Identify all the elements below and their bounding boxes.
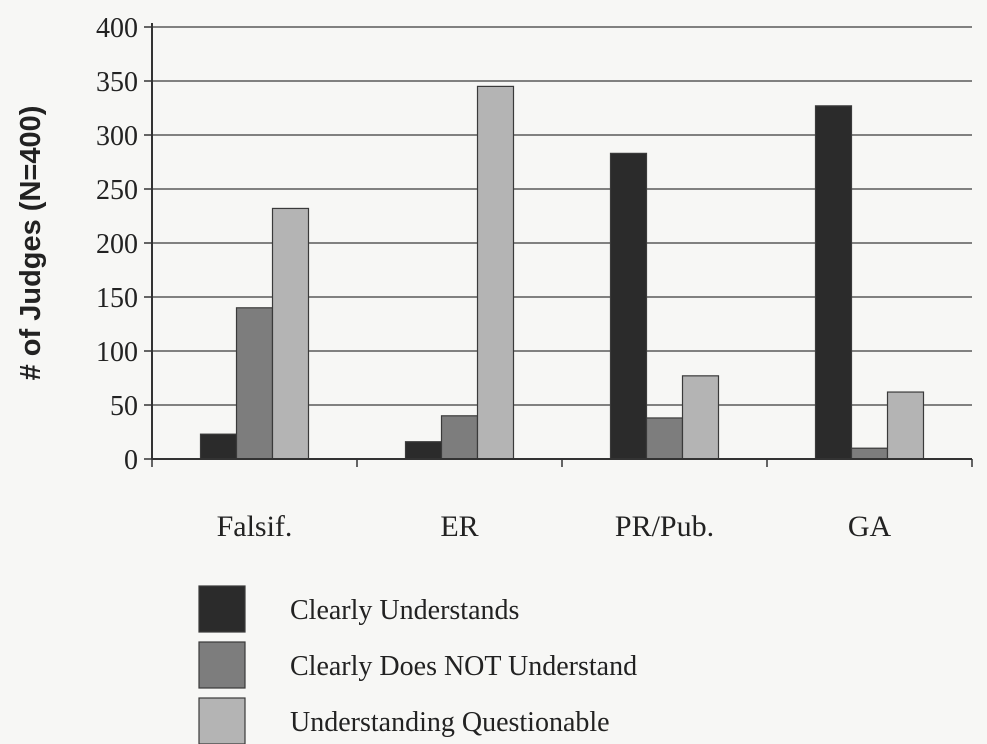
legend-label: Clearly Understands [290,595,519,626]
bars [199,85,925,460]
bar [886,391,925,460]
bar [850,447,889,460]
x-category-label: ER [440,510,478,543]
y-tick-label: 100 [96,337,138,368]
legend-label: Clearly Does NOT Understand [290,651,637,682]
y-axis-label: # of Judges (N=400) [15,106,47,381]
category-labels: Falsif. ER PR/Pub. GA [217,510,892,543]
bar [440,415,479,460]
y-tick-label: 0 [124,445,138,476]
y-tick-label: 50 [110,391,138,422]
bar [814,105,853,460]
legend-swatch [198,697,246,744]
y-tick-label: 250 [96,175,138,206]
bar [645,417,684,460]
legend-label: Understanding Questionable [290,707,610,738]
y-tick-label: 350 [96,67,138,98]
legend-swatch [198,585,246,633]
x-category-label: PR/Pub. [615,510,714,543]
axes [151,23,973,467]
bar [609,152,648,460]
x-category-label: Falsif. [217,510,293,543]
bar [681,375,720,460]
x-category-label: GA [848,510,892,543]
bar [199,433,238,460]
legend: Clearly Understands Clearly Does NOT Unde… [198,585,637,744]
bar [235,307,274,460]
y-tick-label: 400 [96,13,138,44]
legend-swatch [198,641,246,689]
bar [271,207,310,460]
bar [404,441,443,460]
y-tick-label: 300 [96,121,138,152]
y-tick-labels: 0 50 100 150 200 250 300 350 400 [96,13,152,476]
y-tick-label: 200 [96,229,138,260]
y-tick-label: 150 [96,283,138,314]
bar [476,85,515,460]
